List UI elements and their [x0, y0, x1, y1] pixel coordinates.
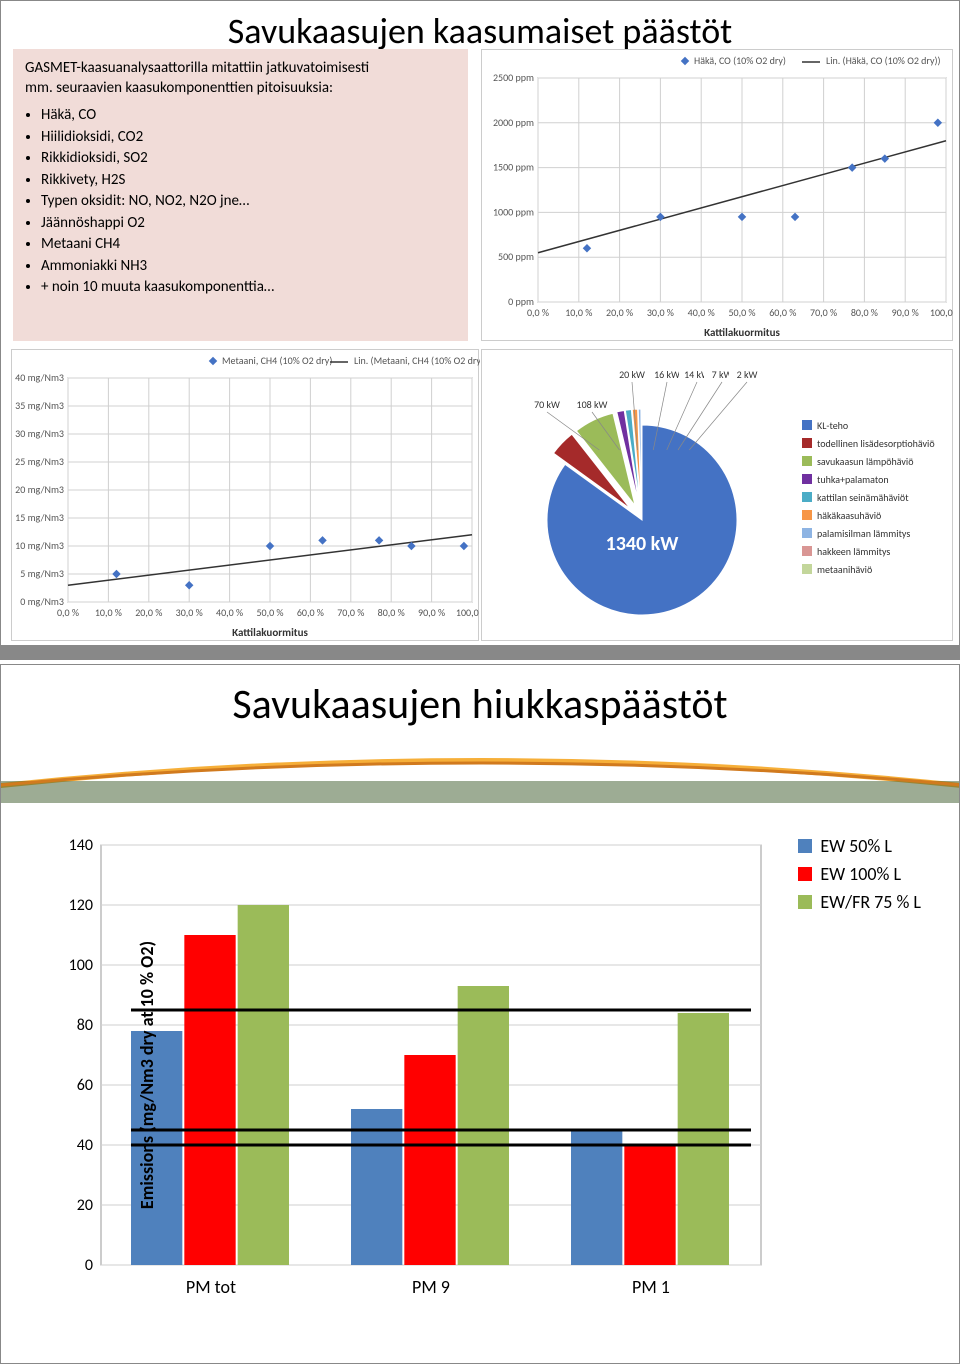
component-list-item: Hiilidioksidi, CO2	[41, 128, 456, 148]
svg-text:0,0 %: 0,0 %	[527, 306, 549, 319]
pm-legend-item: EW 50% L	[798, 835, 921, 857]
co-chart-svg: 0 ppm500 ppm1000 ppm1500 ppm2000 ppm2500…	[482, 50, 954, 342]
svg-text:60: 60	[77, 1076, 93, 1095]
pm-bar-chart: Emissions (mg/Nm3 dry at 10 % O2) 0 20 40 6…	[41, 835, 921, 1315]
pm-bar-svg: 0 20 40 60 80 100 120 140 PM tot PM 9 PM 1	[41, 835, 921, 1315]
svg-text:40,0 %: 40,0 %	[688, 306, 715, 319]
svg-text:40: 40	[77, 1136, 93, 1155]
svg-text:10,0 %: 10,0 %	[565, 306, 592, 319]
svg-text:108 kW: 108 kW	[577, 398, 608, 411]
component-list-item: Typen oksidit: NO, NO2, N2O jne…	[41, 192, 456, 212]
svg-text:30,0 %: 30,0 %	[176, 606, 203, 619]
pm-legend-item: EW 100% L	[798, 863, 921, 885]
svg-text:palamisilman lämmitys: palamisilman lämmitys	[817, 527, 910, 540]
svg-text:70 kW: 70 kW	[534, 398, 560, 411]
svg-text:100: 100	[69, 956, 93, 975]
svg-text:2500 ppm: 2500 ppm	[493, 71, 534, 84]
svg-text:kattilan seinämähäviöt: kattilan seinämähäviöt	[817, 491, 909, 504]
svg-text:100,0 %: 100,0 %	[456, 606, 480, 619]
svg-text:häkäkaasuhäviö: häkäkaasuhäviö	[817, 509, 881, 522]
svg-text:70,0 %: 70,0 %	[810, 306, 837, 319]
svg-text:0: 0	[85, 1256, 93, 1275]
svg-text:2000 ppm: 2000 ppm	[493, 116, 534, 129]
svg-text:PM tot: PM tot	[186, 1276, 236, 1298]
svg-text:20 mg/Nm3: 20 mg/Nm3	[15, 483, 64, 496]
component-list-item: Jäännöshappi O2	[41, 214, 456, 234]
svg-text:60,0 %: 60,0 %	[769, 306, 796, 319]
svg-text:500 ppm: 500 ppm	[498, 250, 534, 263]
svg-text:10,0 %: 10,0 %	[95, 606, 122, 619]
svg-text:2 kW: 2 kW	[737, 368, 758, 381]
svg-text:Lin. (Metaani, CH4 (10% O2 dry: Lin. (Metaani, CH4 (10% O2 dry))	[354, 354, 480, 367]
svg-text:10 mg/Nm3: 10 mg/Nm3	[15, 539, 64, 552]
co-chart: 0 ppm500 ppm1000 ppm1500 ppm2000 ppm2500…	[481, 49, 953, 341]
svg-text:20 kW: 20 kW	[619, 368, 645, 381]
svg-text:5 mg/Nm3: 5 mg/Nm3	[20, 567, 64, 580]
svg-text:35 mg/Nm3: 35 mg/Nm3	[15, 399, 64, 412]
slide1-footer-bar	[1, 645, 959, 659]
svg-text:40,0 %: 40,0 %	[216, 606, 243, 619]
svg-text:60,0 %: 60,0 %	[297, 606, 324, 619]
pm-legend-item: EW/FR 75 % L	[798, 891, 921, 913]
intro-line-1: GASMET-kaasuanalysaattorilla mitattiin j…	[25, 59, 456, 79]
svg-text:hakkeen lämmitys: hakkeen lämmitys	[817, 545, 890, 558]
svg-text:90,0 %: 90,0 %	[892, 306, 919, 319]
svg-text:90,0 %: 90,0 %	[418, 606, 445, 619]
slide1-title: Savukaasujen kaasumaiset päästöt	[1, 9, 959, 53]
svg-text:25 mg/Nm3: 25 mg/Nm3	[15, 455, 64, 468]
svg-text:KL-teho: KL-teho	[817, 419, 848, 432]
svg-text:tuhka+palamaton: tuhka+palamaton	[817, 473, 889, 486]
pie-chart-svg: 1340 kW70 kW108 kW20 kW16 kW14 kW7 kW2 k…	[482, 350, 954, 642]
svg-text:40 mg/Nm3: 40 mg/Nm3	[15, 371, 64, 384]
decorative-ribbon	[1, 743, 959, 803]
svg-text:30,0 %: 30,0 %	[647, 306, 674, 319]
slide2-title: Savukaasujen hiukkaspäästöt	[1, 679, 959, 730]
svg-text:0,0 %: 0,0 %	[57, 606, 79, 619]
svg-text:50,0 %: 50,0 %	[256, 606, 283, 619]
svg-text:16 kW: 16 kW	[654, 368, 680, 381]
component-list-item: Rikkivety, H2S	[41, 171, 456, 191]
svg-text:80: 80	[77, 1016, 93, 1035]
svg-text:PM 9: PM 9	[412, 1276, 450, 1298]
svg-text:15 mg/Nm3: 15 mg/Nm3	[15, 511, 64, 524]
svg-text:Kattilakuormitus: Kattilakuormitus	[704, 326, 780, 339]
pm-ylabel: Emissions (mg/Nm3 dry at 10 % O2)	[136, 941, 158, 1209]
pm-legend: EW 50% L EW 100% L EW/FR 75 % L	[798, 835, 921, 919]
svg-text:70,0 %: 70,0 %	[337, 606, 364, 619]
svg-text:20,0 %: 20,0 %	[135, 606, 162, 619]
svg-text:20,0 %: 20,0 %	[606, 306, 633, 319]
svg-text:120: 120	[69, 896, 93, 915]
slide-1: Savukaasujen kaasumaiset päästöt GASMET-…	[0, 0, 960, 660]
svg-text:Lin. (Häkä, CO (10% O2 dry)): Lin. (Häkä, CO (10% O2 dry))	[826, 54, 941, 67]
svg-text:metaanihäviö: metaanihäviö	[817, 563, 872, 576]
svg-text:savukaasun lämpöhäviö: savukaasun lämpöhäviö	[817, 455, 914, 468]
slide-2: Savukaasujen hiukkaspäästöt Emissions (m…	[0, 664, 960, 1364]
component-list-item: Ammoniakki NH3	[41, 257, 456, 277]
svg-text:50,0 %: 50,0 %	[728, 306, 755, 319]
ch4-chart: 0 mg/Nm35 mg/Nm310 mg/Nm315 mg/Nm320 mg/…	[11, 349, 479, 641]
svg-text:Kattilakuormitus: Kattilakuormitus	[232, 626, 308, 639]
component-list-item: Rikkidioksidi, SO2	[41, 149, 456, 169]
svg-text:Metaani, CH4 (10% O2 dry): Metaani, CH4 (10% O2 dry)	[222, 354, 332, 367]
component-list-item: Metaani CH4	[41, 235, 456, 255]
component-list: Häkä, COHiilidioksidi, CO2Rikkidioksidi,…	[41, 106, 456, 298]
svg-text:todellinen lisädesorptiohäviö: todellinen lisädesorptiohäviö	[817, 437, 935, 450]
svg-text:PM 1: PM 1	[632, 1276, 670, 1298]
svg-text:Häkä, CO (10% O2 dry): Häkä, CO (10% O2 dry)	[694, 54, 786, 67]
svg-text:1340 kW: 1340 kW	[606, 532, 680, 556]
svg-text:20: 20	[77, 1196, 93, 1215]
intro-line-2: mm. seuraavien kaasukomponenttien pitois…	[25, 79, 456, 99]
svg-text:80,0 %: 80,0 %	[851, 306, 878, 319]
svg-text:1000 ppm: 1000 ppm	[493, 205, 534, 218]
ch4-chart-svg: 0 mg/Nm35 mg/Nm310 mg/Nm315 mg/Nm320 mg/…	[12, 350, 480, 642]
svg-text:30 mg/Nm3: 30 mg/Nm3	[15, 427, 64, 440]
component-list-item: Häkä, CO	[41, 106, 456, 126]
svg-text:80,0 %: 80,0 %	[378, 606, 405, 619]
intro-panel: GASMET-kaasuanalysaattorilla mitattiin j…	[13, 49, 468, 341]
component-list-item: + noin 10 muuta kaasukomponenttia…	[41, 278, 456, 298]
svg-text:100,0 %: 100,0 %	[930, 306, 954, 319]
pie-chart: 1340 kW70 kW108 kW20 kW16 kW14 kW7 kW2 k…	[481, 349, 953, 641]
svg-text:140: 140	[69, 836, 93, 855]
svg-text:1500 ppm: 1500 ppm	[493, 161, 534, 174]
